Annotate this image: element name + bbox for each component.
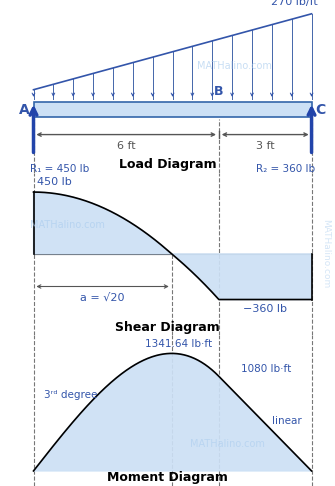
Text: 6 ft: 6 ft: [117, 141, 135, 152]
Text: A: A: [19, 103, 30, 117]
Text: Shear Diagram: Shear Diagram: [115, 321, 220, 334]
Text: 3 ft: 3 ft: [256, 141, 274, 152]
Text: linear: linear: [272, 416, 302, 426]
Text: 450 lb: 450 lb: [37, 177, 72, 187]
Text: C: C: [315, 103, 325, 117]
Text: MATHalino.com: MATHalino.com: [321, 219, 330, 289]
Text: R₂ = 360 lb: R₂ = 360 lb: [256, 164, 315, 174]
Text: MATHalino.com: MATHalino.com: [29, 220, 105, 229]
Polygon shape: [34, 192, 312, 299]
Text: MATHalino.com: MATHalino.com: [197, 61, 272, 70]
Text: 270 lb/ft: 270 lb/ft: [271, 0, 318, 7]
Text: 1080 lb·ft: 1080 lb·ft: [242, 364, 292, 374]
Text: Moment Diagram: Moment Diagram: [107, 471, 228, 485]
Text: B: B: [214, 86, 224, 98]
Text: a = √20: a = √20: [80, 293, 125, 303]
Polygon shape: [34, 353, 312, 471]
Text: 1341.64 lb·ft: 1341.64 lb·ft: [145, 339, 212, 349]
Text: −360 lb: −360 lb: [243, 304, 287, 314]
Text: 3ʳᵈ degree: 3ʳᵈ degree: [44, 390, 97, 400]
Text: MATHalino.com: MATHalino.com: [190, 439, 265, 449]
Text: R₁ = 450 lb: R₁ = 450 lb: [30, 164, 89, 174]
Text: Load Diagram: Load Diagram: [119, 158, 216, 171]
Bar: [34, 102, 312, 117]
